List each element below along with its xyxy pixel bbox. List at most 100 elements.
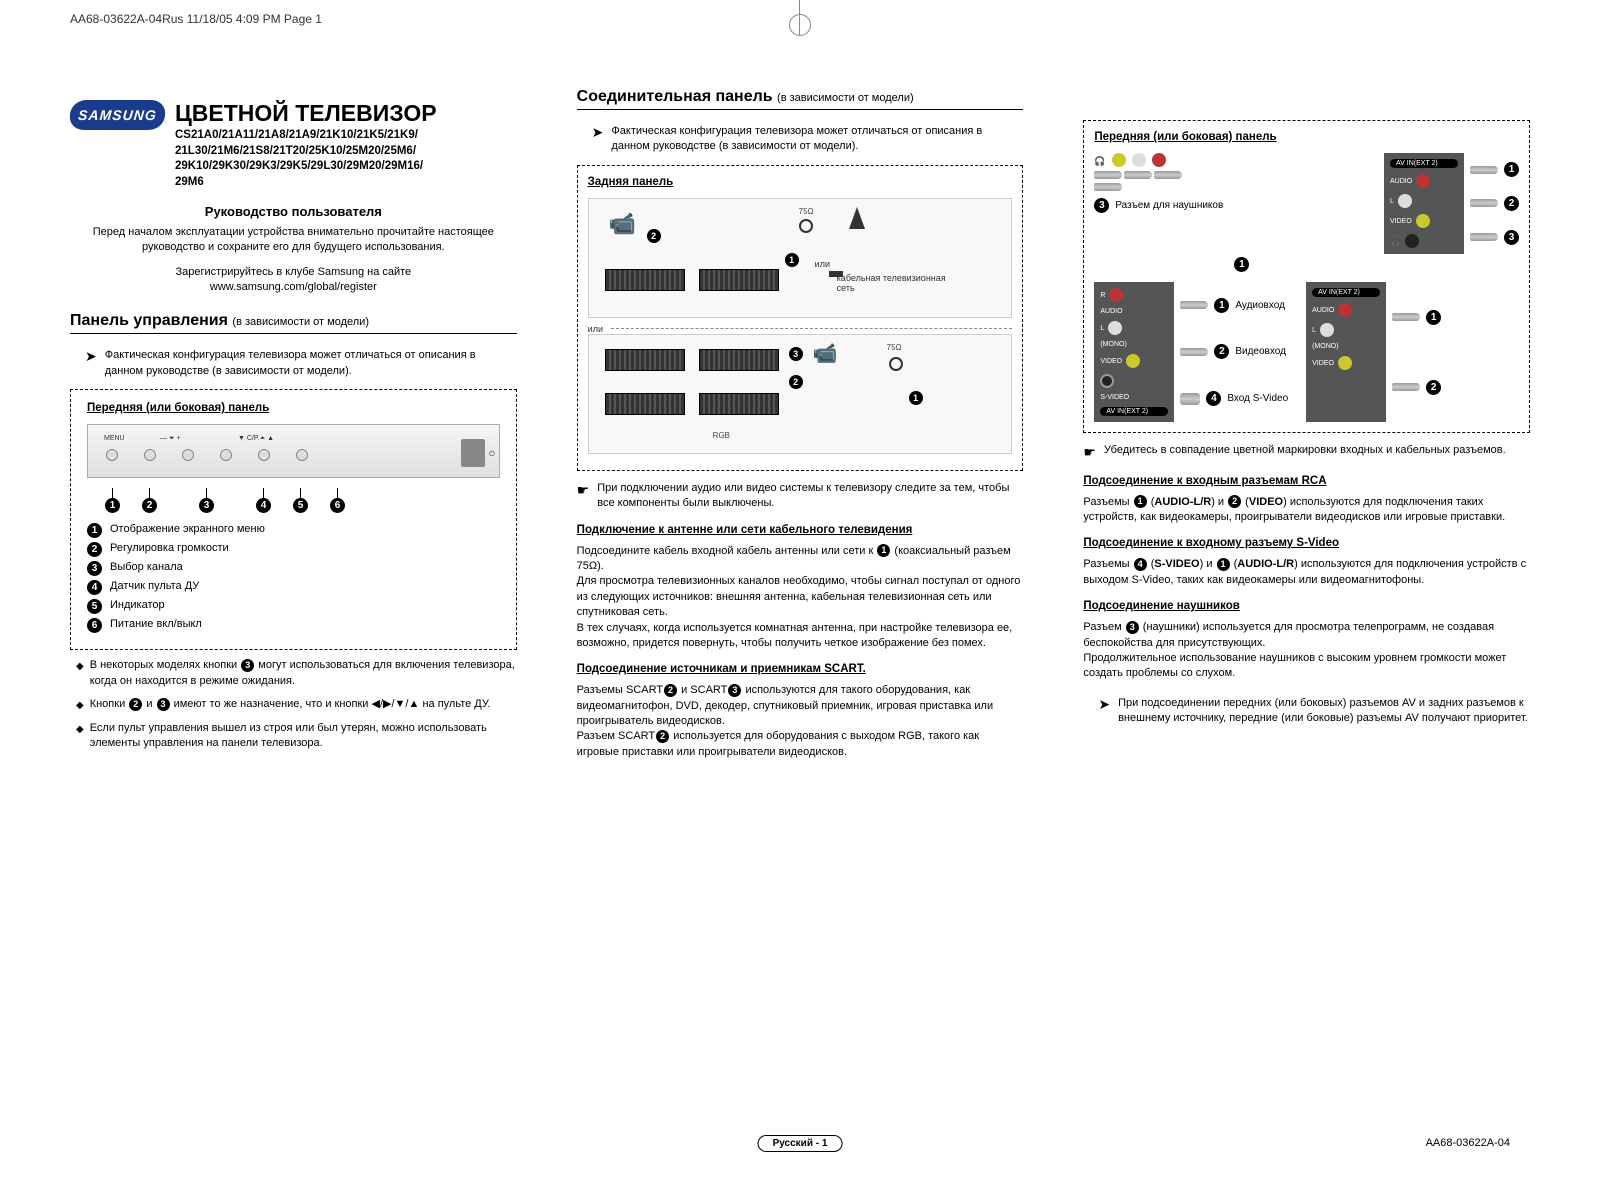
cable-net-label: кабельная телевизионная сеть [837, 273, 957, 293]
note-3: ◆Если пульт управления вышел из строя ил… [76, 721, 517, 752]
legend-text: Регулировка громкости [110, 542, 229, 554]
config-note: ➤ Фактическая конфигурация телевизора мо… [85, 348, 517, 379]
section-title: Соединительная панель [577, 88, 773, 105]
rca-icon [1338, 303, 1352, 317]
rca-icon [1416, 174, 1430, 188]
plug-icon [1094, 183, 1122, 191]
legend-num: 4 [87, 580, 102, 595]
rca-icon [1109, 288, 1123, 302]
rca-icon [1405, 234, 1419, 248]
fp-buttons [106, 449, 308, 461]
legend-num: 6 [87, 618, 102, 633]
hp-icon: 🎧 [1094, 156, 1105, 167]
hand-note-text: Убедитесь в совпадение цветной маркировк… [1104, 443, 1506, 463]
heading-svideo: Подсоединение к входному разъему S-Video [1083, 537, 1530, 549]
para-antenna: Подсоедините кабель входной кабель антен… [577, 544, 1024, 652]
legend-num: 2 [87, 542, 102, 557]
footer: Русский - 1 AA68-03622A-04 [0, 1137, 1600, 1149]
para-svideo: Разъемы 4 (S-VIDEO) и 1 (AUDIO-L/R) испо… [1083, 557, 1530, 588]
ohm-label-2: 75Ω [887, 343, 902, 352]
front-panel-title: Передняя (или боковая) панель [87, 402, 500, 414]
plug-icon [1470, 199, 1498, 207]
fp-button [220, 449, 232, 461]
legend-num: 1 [87, 523, 102, 538]
intro-text: Перед началом эксплуатации устройства вн… [70, 225, 517, 255]
conn-panel: R AUDIO L (MONO) VIDEO S-VIDEO AV IN(EXT… [1094, 282, 1174, 422]
ir-sensor-icon [461, 439, 485, 467]
color-match-note: ☛ Убедитесь в совпадение цветной маркиро… [1083, 443, 1530, 463]
rca-icon [1416, 214, 1430, 228]
config-note-2: ➤ Фактическая конфигурация телевизора мо… [592, 124, 1024, 155]
crop-mark-icon [785, 0, 815, 30]
power-indicator: ⏻ [489, 451, 495, 459]
diag-num-2: 2 [647, 229, 661, 243]
priority-note-text: При подсоединении передних (или боковых)… [1118, 696, 1530, 727]
hand-icon: ☛ [577, 481, 590, 512]
ili-1: или [815, 259, 830, 269]
note-text: Если пульт управления вышел из строя или… [90, 721, 517, 752]
samsung-logo: SAMSUNG [69, 100, 167, 130]
rca-icon [1398, 194, 1412, 208]
para-scart: Разъемы SCART2 и SCART3 используются для… [577, 683, 1024, 760]
arrow-icon: ➤ [1098, 697, 1110, 711]
note-1: ◆В некоторых моделях кнопки 3 могут испо… [76, 658, 517, 689]
rca-icon [1320, 323, 1334, 337]
hp-icon: 🎧 [1390, 236, 1401, 247]
diag-num-1: 1 [909, 391, 923, 405]
avin-pill: AV IN(EXT 2) [1390, 159, 1458, 168]
callout-4: 4 [256, 498, 271, 513]
priority-note: ➤ При подсоединении передних (или боковы… [1098, 696, 1530, 727]
fp-button [258, 449, 270, 461]
power-off-note: ☛ При подключении аудио или видео систем… [577, 481, 1024, 512]
config-note-text: Фактическая конфигурация телевизора може… [611, 124, 1023, 155]
print-header: AA68-03622A-04Rus 11/18/05 4:09 PM Page … [70, 12, 322, 26]
column-2: Соединительная панель (в зависимости от … [567, 70, 1034, 1117]
diag-num-1: 1 [785, 253, 799, 267]
plug-icon [1392, 313, 1420, 321]
fp-ch-label: ▼ C/P.⏶ ▲ [238, 435, 274, 443]
avin-pill: AV IN(EXT 2) [1100, 407, 1168, 416]
ohm-label: 75Ω [799, 207, 814, 216]
title-row: SAMSUNG ЦВЕТНОЙ ТЕЛЕВИЗОР [70, 100, 517, 130]
plug-icon [1154, 171, 1182, 179]
side-panel-row-2: R AUDIO L (MONO) VIDEO S-VIDEO AV IN(EXT… [1094, 282, 1519, 422]
rca-icon [1126, 354, 1140, 368]
diag-num-3: 3 [789, 347, 803, 361]
scart-connector-icon [699, 393, 779, 415]
register-line1: Зарегистрируйтесь в клубе Samsung на сай… [175, 266, 411, 278]
model-list: CS21A0/21A11/21A8/21A9/21K10/21K5/21K9/ … [175, 128, 517, 190]
diag-num-2: 2 [789, 375, 803, 389]
rear-panel-box: Задняя панель 📹 2 75Ω 1 или кабельная те… [577, 165, 1024, 471]
ain-label: Аудиовход [1235, 300, 1285, 311]
side-panel-box: Передняя (или боковая) панель 🎧 3Разъем … [1083, 120, 1530, 433]
ili-divider: или [588, 324, 603, 334]
config-note-text: Фактическая конфигурация телевизора може… [105, 348, 517, 379]
diamond-icon: ◆ [76, 723, 84, 752]
plug-icon [1180, 301, 1208, 309]
heading-rca: Подсоединение к входным разъемам RCA [1083, 475, 1530, 487]
note-2: ◆Кнопки 2 и 3 имеют то же назначение, чт… [76, 697, 517, 713]
scart-connector-icon [699, 269, 779, 291]
fp-menu-label: MENU [104, 435, 125, 442]
page-content: SAMSUNG ЦВЕТНОЙ ТЕЛЕВИЗОР CS21A0/21A11/2… [60, 70, 1540, 1117]
plug-icon [1124, 171, 1152, 179]
svideo-plug-icon [1180, 393, 1200, 405]
callout-5: 5 [293, 498, 308, 513]
rca-icon [1338, 356, 1352, 370]
heading-hp: Подсоединение наушников [1083, 600, 1530, 612]
para-rca: Разъемы 1 (AUDIO-L/R) и 2 (VIDEO) исполь… [1083, 495, 1530, 526]
section-connection-panel: Соединительная панель (в зависимости от … [577, 88, 1024, 110]
heading-antenna: Подключение к антенне или сети кабельног… [577, 524, 1024, 536]
coax-icon [889, 357, 903, 371]
cable-plug-icon [829, 271, 843, 277]
scart-connector-icon [605, 349, 685, 371]
svideo-icon [1100, 374, 1114, 388]
conn-panel: AV IN(EXT 2) AUDIO L VIDEO 🎧 [1384, 153, 1464, 254]
doc-code: AA68-03622A-04 [1426, 1137, 1510, 1149]
rear-diagram-1: 📹 2 75Ω 1 или кабельная телевизионная се… [588, 198, 1013, 318]
note-text: Кнопки 2 и 3 имеют то же назначение, что… [90, 697, 491, 713]
main-title: ЦВЕТНОЙ ТЕЛЕВИЗОР [175, 100, 437, 127]
column-3: Передняя (или боковая) панель 🎧 3Разъем … [1073, 70, 1540, 1117]
plug-icon [1470, 233, 1498, 241]
scart-connector-icon [699, 349, 779, 371]
